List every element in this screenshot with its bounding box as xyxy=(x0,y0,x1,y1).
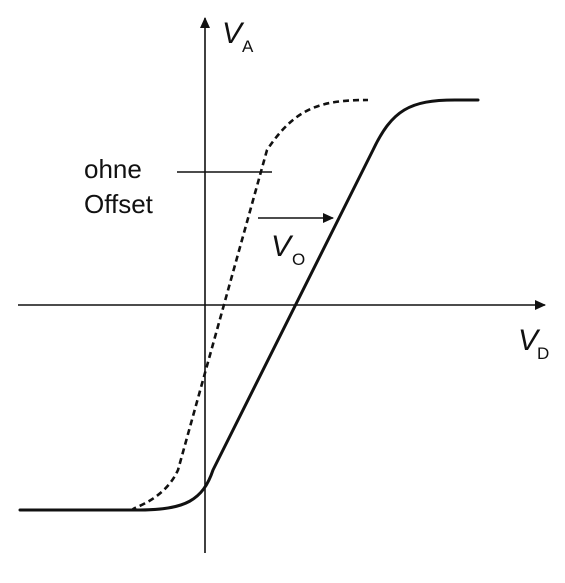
offset-label: V O xyxy=(271,230,305,269)
horizontal-axis-label: V D xyxy=(518,324,549,363)
horizontal-axis-subscript: D xyxy=(537,344,549,363)
vertical-axis-label: V A xyxy=(222,17,254,56)
label-without-offset-line2: Offset xyxy=(84,189,154,219)
offset-subscript: O xyxy=(292,250,305,269)
label-without-offset-line1: ohne xyxy=(84,154,142,184)
horizontal-axis-symbol: V xyxy=(518,324,541,357)
offset-symbol: V xyxy=(271,230,294,263)
curve-with-offset xyxy=(18,98,480,512)
vertical-axis-symbol: V xyxy=(222,17,245,50)
vertical-axis-subscript: A xyxy=(242,37,254,56)
